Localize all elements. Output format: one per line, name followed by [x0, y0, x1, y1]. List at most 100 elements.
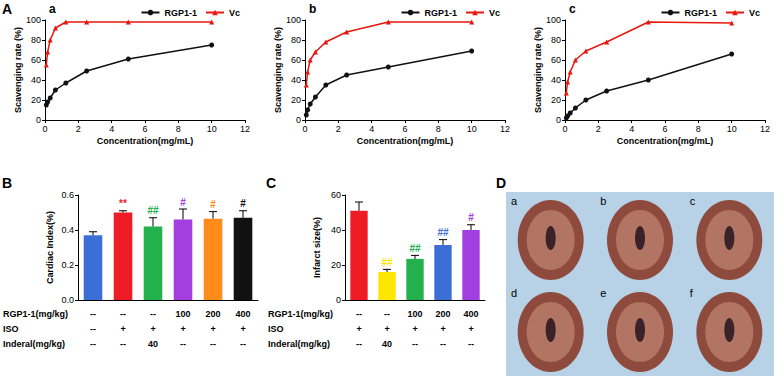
svg-text:0.0: 0.0 [61, 295, 74, 305]
svg-text:#: # [210, 199, 216, 210]
svg-text:80: 80 [291, 35, 301, 45]
svg-text:--: -- [356, 309, 362, 319]
svg-text:RGP1-1(mg/kg): RGP1-1(mg/kg) [3, 309, 68, 319]
svg-text:--: -- [440, 339, 446, 349]
svg-text:0.6: 0.6 [61, 190, 74, 200]
svg-text:--: -- [240, 339, 246, 349]
svg-text:--: -- [90, 339, 96, 349]
svg-text:+: + [210, 324, 215, 334]
svg-text:0.4: 0.4 [61, 225, 74, 235]
svg-text:--: -- [120, 339, 126, 349]
svg-text:+: + [120, 324, 125, 334]
svg-text:8: 8 [436, 124, 441, 134]
svg-text:Scavenging rate (%): Scavenging rate (%) [533, 27, 543, 113]
svg-text:Vc: Vc [749, 8, 760, 18]
svg-text:12: 12 [240, 124, 250, 134]
svg-text:0.2: 0.2 [61, 260, 74, 270]
svg-text:2: 2 [336, 124, 341, 134]
svg-text:80: 80 [31, 35, 41, 45]
svg-text:4: 4 [109, 124, 114, 134]
svg-text:##: ## [409, 243, 421, 254]
svg-text:##: ## [437, 227, 449, 238]
svg-text:B: B [2, 175, 12, 191]
svg-text:200: 200 [435, 309, 450, 319]
svg-text:40: 40 [148, 339, 158, 349]
svg-text:+: + [180, 324, 185, 334]
svg-text:--: -- [210, 339, 216, 349]
svg-text:RGP1-1: RGP1-1 [424, 8, 457, 18]
svg-text:Infarct size(%): Infarct size(%) [312, 217, 322, 278]
svg-text:Inderal(mg/kg): Inderal(mg/kg) [3, 339, 65, 349]
svg-text:0: 0 [42, 124, 47, 134]
svg-text:Scavenging rate (%): Scavenging rate (%) [273, 27, 283, 113]
svg-text:40: 40 [291, 75, 301, 85]
svg-text:40: 40 [382, 339, 392, 349]
svg-text:20: 20 [331, 260, 341, 270]
svg-text:#: # [240, 198, 246, 209]
svg-text:+: + [356, 324, 361, 334]
svg-text:b: b [600, 195, 606, 207]
svg-text:80: 80 [551, 35, 561, 45]
svg-text:100: 100 [407, 309, 422, 319]
svg-text:0: 0 [296, 115, 301, 125]
svg-text:6: 6 [402, 124, 407, 134]
svg-text:20: 20 [551, 95, 561, 105]
svg-text:40: 40 [31, 75, 41, 85]
svg-text:ISO: ISO [268, 324, 284, 334]
svg-text:+: + [240, 324, 245, 334]
svg-text:D: D [496, 175, 506, 191]
svg-text:b: b [309, 2, 316, 16]
svg-text:RGP1-1: RGP1-1 [684, 8, 717, 18]
svg-text:4: 4 [369, 124, 374, 134]
svg-text:Concentration(mg/mL): Concentration(mg/mL) [357, 136, 454, 146]
svg-text:Vc: Vc [489, 8, 500, 18]
svg-text:60: 60 [551, 55, 561, 65]
svg-text:6: 6 [142, 124, 147, 134]
svg-text:a: a [49, 2, 56, 16]
svg-text:c: c [690, 195, 696, 207]
svg-text:12: 12 [500, 124, 510, 134]
svg-text:RGP1-1(mg/kg): RGP1-1(mg/kg) [268, 309, 333, 319]
svg-text:60: 60 [291, 55, 301, 65]
svg-text:--: -- [180, 339, 186, 349]
svg-text:e: e [600, 287, 606, 299]
svg-text:##: ## [381, 257, 393, 268]
svg-text:--: -- [120, 309, 126, 319]
svg-text:40: 40 [551, 75, 561, 85]
svg-text:#: # [468, 212, 474, 223]
svg-text:10: 10 [727, 124, 737, 134]
svg-text:Concentration(mg/mL): Concentration(mg/mL) [617, 136, 714, 146]
svg-text:Concentration(mg/mL): Concentration(mg/mL) [97, 136, 194, 146]
svg-text:a: a [511, 195, 518, 207]
svg-text:40: 40 [331, 225, 341, 235]
svg-text:ISO: ISO [3, 324, 19, 334]
svg-text:100: 100 [546, 15, 561, 25]
svg-text:#: # [180, 197, 186, 208]
svg-text:0: 0 [36, 115, 41, 125]
svg-text:20: 20 [291, 95, 301, 105]
svg-text:+: + [384, 324, 389, 334]
svg-text:--: -- [90, 309, 96, 319]
svg-text:4: 4 [629, 124, 634, 134]
svg-text:100: 100 [26, 15, 41, 25]
svg-text:+: + [412, 324, 417, 334]
svg-text:--: -- [90, 324, 96, 334]
svg-text:60: 60 [31, 55, 41, 65]
svg-text:10: 10 [467, 124, 477, 134]
svg-text:Vc: Vc [229, 8, 240, 18]
svg-text:100: 100 [286, 15, 301, 25]
svg-text:0: 0 [302, 124, 307, 134]
svg-text:d: d [511, 287, 517, 299]
svg-text:Scavenging rate (%): Scavenging rate (%) [13, 27, 23, 113]
svg-text:8: 8 [176, 124, 181, 134]
svg-text:10: 10 [207, 124, 217, 134]
svg-text:20: 20 [31, 95, 41, 105]
svg-text:100: 100 [175, 309, 190, 319]
svg-text:RGP1-1: RGP1-1 [164, 8, 197, 18]
svg-text:A: A [2, 1, 12, 17]
svg-text:c: c [569, 2, 576, 16]
svg-text:2: 2 [76, 124, 81, 134]
svg-text:--: -- [356, 339, 362, 349]
svg-text:C: C [266, 175, 276, 191]
svg-text:60: 60 [331, 190, 341, 200]
